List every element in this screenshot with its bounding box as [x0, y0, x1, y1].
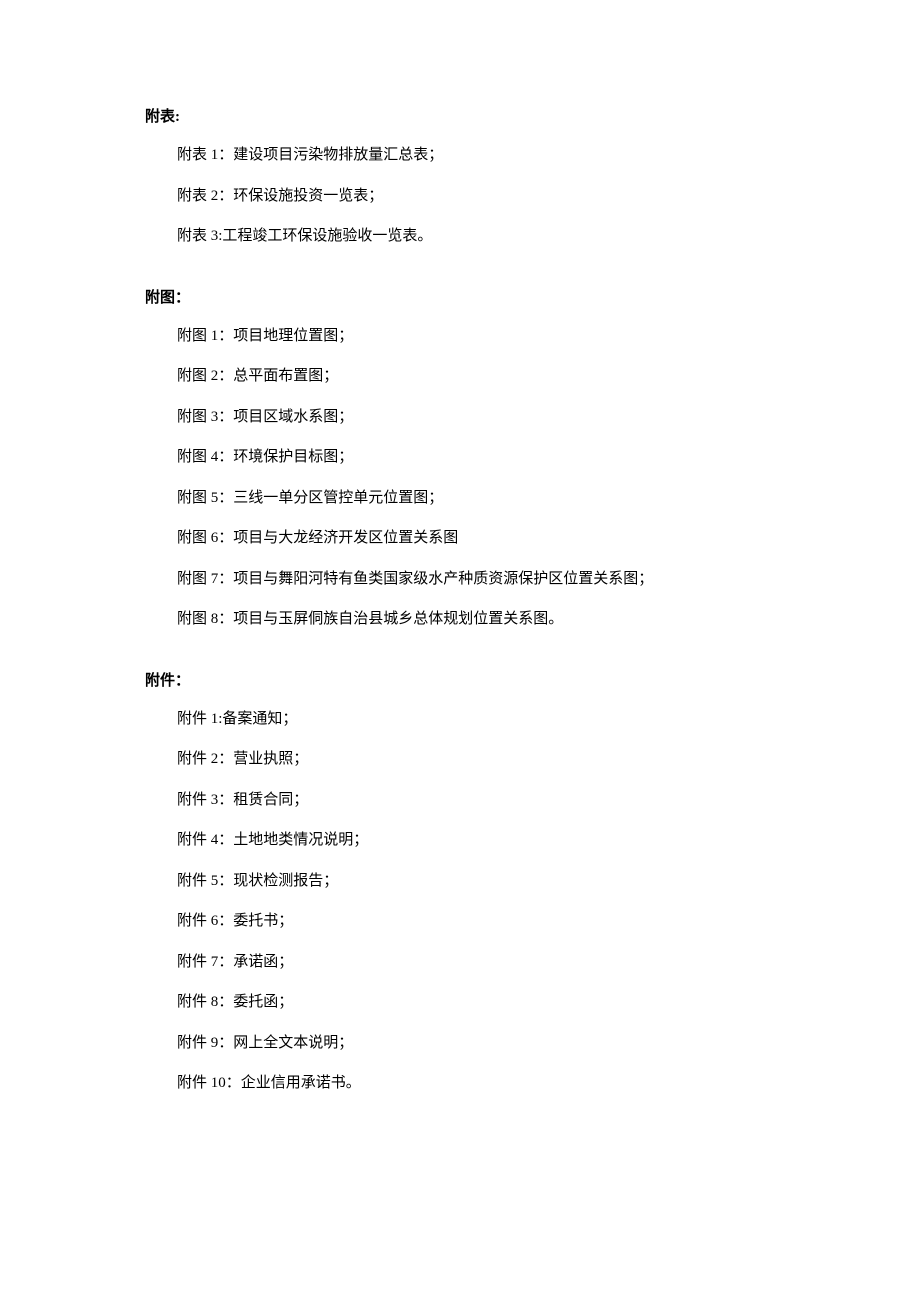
list-item: 附件 6：委托书； [177, 910, 775, 933]
list-item: 附件 1:备案通知； [177, 708, 775, 731]
section-header-tables: 附表: [145, 105, 775, 126]
section-header-attachments: 附件： [145, 669, 775, 690]
list-item: 附图 6：项目与大龙经济开发区位置关系图 [177, 527, 775, 550]
list-item: 附图 2：总平面布置图； [177, 365, 775, 388]
list-item: 附图 5：三线一单分区管控单元位置图； [177, 487, 775, 510]
list-item: 附件 10：企业信用承诺书。 [177, 1072, 775, 1095]
list-item: 附表 1：建设项目污染物排放量汇总表； [177, 144, 775, 167]
section-tables: 附表: 附表 1：建设项目污染物排放量汇总表； 附表 2：环保设施投资一览表； … [145, 105, 775, 248]
list-item: 附表 3:工程竣工环保设施验收一览表。 [177, 225, 775, 248]
list-item: 附件 5：现状检测报告； [177, 870, 775, 893]
list-item: 附件 2：营业执照； [177, 748, 775, 771]
list-item: 附件 3：租赁合同； [177, 789, 775, 812]
list-item: 附件 8：委托函； [177, 991, 775, 1014]
list-item: 附表 2：环保设施投资一览表； [177, 185, 775, 208]
section-figures: 附图： 附图 1：项目地理位置图； 附图 2：总平面布置图； 附图 3：项目区域… [145, 286, 775, 631]
list-item: 附图 8：项目与玉屏侗族自治县城乡总体规划位置关系图。 [177, 608, 775, 631]
list-item: 附件 9：网上全文本说明； [177, 1032, 775, 1055]
section-attachments: 附件： 附件 1:备案通知； 附件 2：营业执照； 附件 3：租赁合同； 附件 … [145, 669, 775, 1095]
list-item: 附图 1：项目地理位置图； [177, 325, 775, 348]
list-item: 附图 3：项目区域水系图； [177, 406, 775, 429]
section-header-figures: 附图： [145, 286, 775, 307]
list-item: 附图 4：环境保护目标图； [177, 446, 775, 469]
list-item: 附图 7：项目与舞阳河特有鱼类国家级水产种质资源保护区位置关系图； [177, 568, 775, 591]
list-item: 附件 7：承诺函； [177, 951, 775, 974]
list-item: 附件 4：土地地类情况说明； [177, 829, 775, 852]
